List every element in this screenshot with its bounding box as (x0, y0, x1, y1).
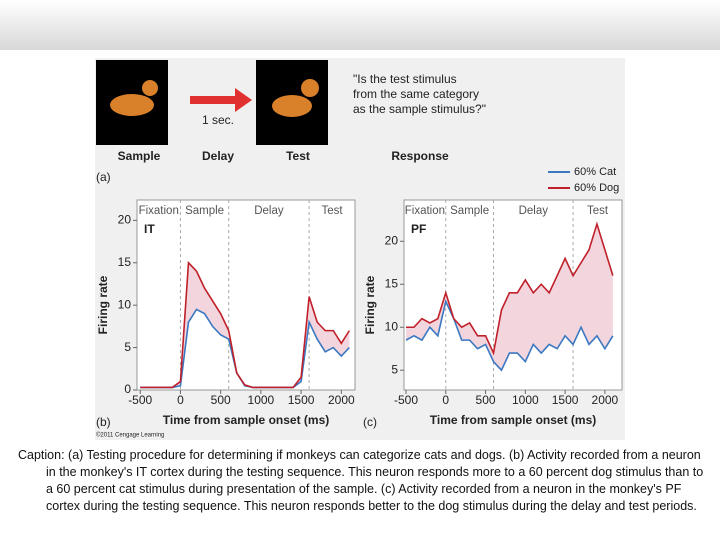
panel-label: (a) (96, 170, 111, 184)
cat-head (142, 80, 158, 96)
interval-label: 1 sec. (202, 113, 234, 127)
legend-label: 60% Cat (574, 166, 616, 178)
phase-label: Fixation (405, 205, 445, 217)
question-line: "Is the test stimulus (353, 72, 457, 86)
x-axis-label: Time from sample onset (ms) (430, 413, 597, 427)
x-axis-label: Time from sample onset (ms) (163, 413, 330, 427)
plot-area (136, 199, 356, 391)
line-series (140, 260, 351, 389)
x-tick-label: 1500 (288, 393, 315, 407)
copyright: ©2011 Cengage Learning (96, 432, 164, 439)
x-tick-label: -500 (394, 393, 418, 407)
header-bar (0, 0, 720, 50)
x-tick-label: 2000 (592, 393, 619, 407)
question-line: as the sample stimulus?" (353, 102, 486, 116)
difference-area (140, 262, 350, 388)
phase-label: Response (391, 149, 449, 163)
x-tick-label: 2000 (328, 393, 355, 407)
cat-body (110, 94, 154, 116)
y-tick-label: 0 (124, 382, 131, 396)
y-tick-label: 5 (124, 340, 131, 354)
caption: Caption: (a) Testing procedure for deter… (18, 448, 704, 513)
dog-head (301, 79, 319, 97)
y-tick-label: 10 (118, 297, 132, 311)
region-label: PF (411, 222, 426, 236)
figure: 1 sec. "Is the test stimulus from the sa… (95, 58, 625, 440)
y-tick-label: 15 (118, 255, 132, 269)
phase-label: Fixation (139, 205, 179, 217)
phase-label: Sample (450, 205, 489, 217)
y-axis-label: Firing rate (96, 275, 110, 334)
line-series (405, 298, 614, 372)
y-tick-label: 15 (385, 276, 399, 290)
panel-label: (b) (96, 415, 111, 429)
x-tick-label: 0 (442, 393, 449, 407)
phase-label: Delay (202, 149, 234, 163)
line-series (140, 308, 350, 389)
y-tick-label: 5 (391, 362, 398, 376)
panel-label: (c) (363, 415, 377, 429)
phase-label: Delay (519, 205, 549, 217)
y-tick-label: 10 (385, 319, 399, 333)
x-tick-label: 1500 (552, 393, 579, 407)
phase-label: Test (286, 149, 310, 163)
line-series (405, 221, 614, 356)
phase-label: Test (587, 205, 609, 217)
x-tick-label: 0 (177, 393, 184, 407)
difference-area (405, 224, 613, 371)
y-axis-label: Firing rate (363, 275, 377, 334)
x-tick-label: 500 (476, 393, 496, 407)
region-label: IT (144, 222, 155, 236)
x-tick-label: 500 (211, 393, 231, 407)
legend-label: 60% Dog (574, 182, 619, 194)
arrow (190, 88, 252, 112)
phase-label: Delay (254, 205, 284, 217)
x-tick-label: -500 (128, 393, 152, 407)
y-tick-label: 20 (118, 213, 132, 227)
y-tick-label: 20 (385, 233, 399, 247)
x-tick-label: 1000 (248, 393, 275, 407)
dog-body (272, 95, 312, 117)
question-line: from the same category (353, 87, 479, 101)
x-tick-label: 1000 (512, 393, 539, 407)
phase-label: Sample (118, 149, 161, 163)
phase-label: Test (322, 205, 344, 217)
phase-label: Sample (185, 205, 224, 217)
